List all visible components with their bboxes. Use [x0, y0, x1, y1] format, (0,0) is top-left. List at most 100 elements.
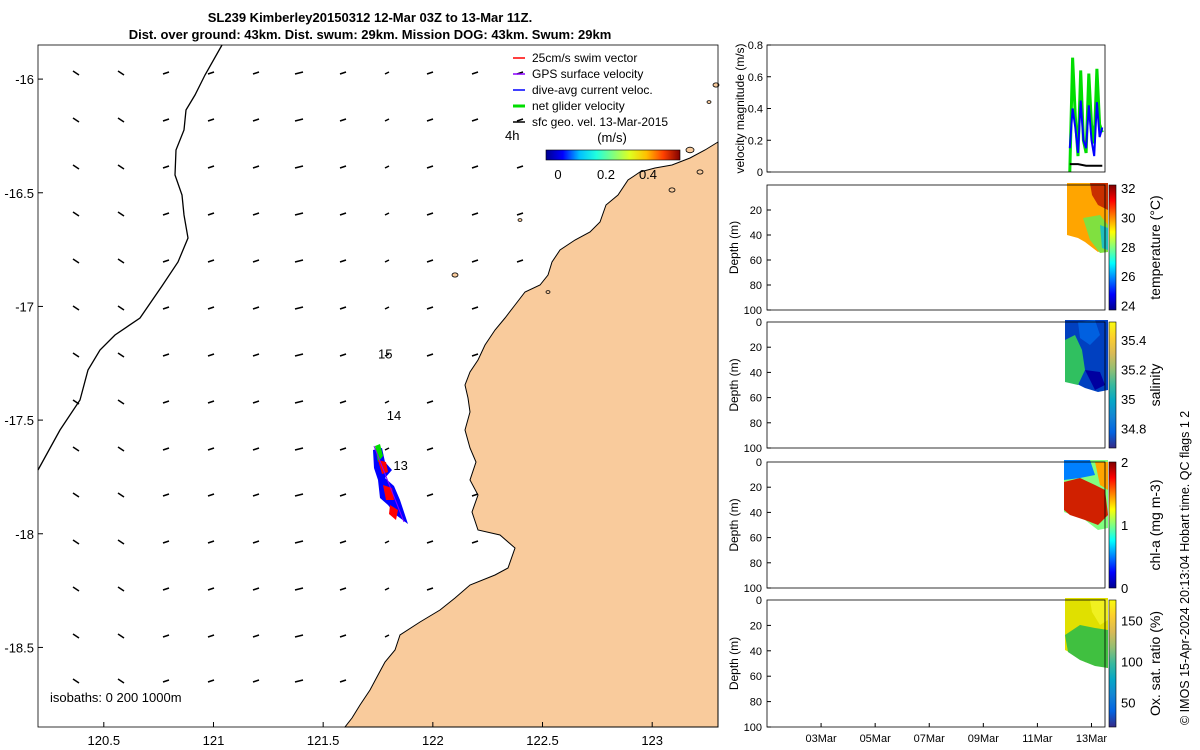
map-ytick-label-1: -16.5 [4, 186, 34, 201]
legend-label-4: sfc geo. vel. 13-Mar-2015 [532, 115, 668, 129]
sfc-vel-arrow-7 [384, 71, 390, 75]
depth-panel-3-cb-tick-1: 100 [1121, 654, 1143, 669]
velocity-ytick-label-1: 0.2 [748, 135, 763, 147]
sfc-vel-arrow-126 [252, 634, 260, 638]
depth-panel-2-axes-box [766, 461, 1106, 589]
sfc-vel-arrow-54 [516, 259, 524, 263]
legend-4h-label: 4h [505, 128, 519, 143]
map-ytick-label-3: -17.5 [4, 413, 34, 428]
date-xtick-label-1: 05Mar [860, 733, 892, 745]
sfc-vel-arrow-35 [162, 212, 170, 216]
sfc-vel-arrow-16 [294, 118, 304, 122]
depth-panel-0-cb-tick-2: 28 [1121, 240, 1135, 255]
sfc-vel-arrow-34 [117, 211, 125, 217]
map-xtick-label-5: 123 [641, 733, 663, 748]
sfc-vel-arrow-8 [426, 71, 434, 75]
track-time-label-2: 13 [393, 458, 407, 473]
map-xtick-label-3: 122 [422, 733, 444, 748]
island-2 [685, 146, 695, 154]
sfc-vel-arrow-111 [426, 540, 434, 544]
sfc-vel-arrow-11 [72, 117, 80, 123]
depth-panel-0-ytick-label-0: 20 [750, 205, 762, 217]
depth-panel-0-ylabel: Depth (m) [727, 221, 741, 274]
sfc-vel-arrow-84 [72, 446, 80, 452]
sfc-vel-arrow-104 [117, 539, 125, 545]
depth-panel-1: 0 20 40 60 80 100 Depth (m) 34.8 35 35.2 35.4 salin… [727, 317, 1163, 455]
sfc-vel-arrow-33 [72, 211, 80, 217]
sfc-vel-arrow-32 [516, 165, 524, 169]
depth-panel-0-colorbar [1108, 184, 1117, 311]
sfc-vel-arrow-114 [117, 586, 125, 592]
depth-panel-0-cb-label: temperature (°C) [1147, 195, 1163, 299]
map-panel: 15 14 13 120.5 121 121.5 122 122.5 123 -16 -16.5 -1… [4, 44, 720, 748]
sfc-vel-arrow-24 [162, 165, 170, 169]
glider-track [373, 444, 408, 524]
sfc-vel-arrow-64 [471, 306, 479, 310]
depth-panel-0-ytick-label-4: 100 [744, 305, 762, 317]
sfc-vel-arrow-78 [207, 400, 215, 404]
map-xtick-label-4: 122.5 [526, 733, 559, 748]
sfc-vel-arrow-132 [162, 679, 170, 683]
depth-panel-3-axes-box [766, 599, 1106, 728]
isobath-note: isobaths: 0 200 1000m [50, 690, 182, 705]
map-xtick-label-2: 121.5 [307, 733, 340, 748]
map-colorbar-tick-0: 0 [554, 167, 561, 182]
sfc-vel-arrow-1 [117, 70, 125, 76]
sfc-vel-arrow-108 [294, 540, 304, 544]
sfc-vel-arrow-19 [426, 118, 434, 122]
sfc-vel-arrow-75 [72, 399, 80, 405]
depth-panel-2: 0 20 40 60 80 100 Depth (m) 0 1 2 chl-a (mg m-3) [727, 455, 1163, 596]
velocity-ytick-label-4: 0.8 [748, 40, 763, 52]
sfc-vel-arrow-88 [252, 447, 260, 451]
island-3 [696, 169, 704, 175]
sfc-vel-arrow-21 [516, 118, 524, 122]
sfc-vel-arrow-116 [207, 587, 215, 591]
depth-panel-3-ytick-top: 0 [756, 595, 762, 607]
sfc-vel-arrow-128 [339, 634, 347, 638]
sfc-vel-arrow-106 [207, 540, 215, 544]
sfc-vel-arrow-28 [339, 165, 347, 169]
depth-panel-0-ytick-label-3: 80 [750, 280, 762, 292]
depth-panel-1-ytick-label-0: 20 [750, 342, 762, 354]
sfc-vel-arrow-63 [426, 306, 434, 310]
velocity-series-0 [1068, 57, 1104, 173]
map-legend: 25cm/s swim vector GPS surface velocity di… [505, 51, 681, 182]
sfc-vel-arrow-14 [207, 118, 215, 122]
sfc-vel-arrow-123 [117, 633, 125, 639]
sfc-vel-arrow-5 [294, 71, 304, 75]
map-ytick-label-5: -18.5 [4, 640, 34, 655]
sfc-vel-arrow-71 [339, 353, 347, 357]
depth-panel-0-data-1 [1090, 183, 1108, 210]
depth-panel-0: 20 40 60 80 100 Depth (m) 24 26 28 30 32 temperatur… [727, 181, 1163, 317]
velocity-axes-box [766, 44, 1106, 173]
sfc-vel-arrow-58 [207, 306, 215, 310]
depth-panel-0-cb-tick-4: 32 [1121, 181, 1135, 196]
sfc-vel-arrow-99 [339, 493, 347, 497]
velocity-series-1 [1068, 100, 1104, 157]
date-xtick-label-5: 13Mar [1076, 733, 1108, 745]
sfc-vel-arrow-56 [117, 305, 125, 311]
sfc-vel-arrow-37 [252, 212, 260, 216]
island-6 [545, 290, 551, 294]
island-1 [706, 100, 712, 104]
sfc-vel-arrow-91 [384, 447, 390, 451]
sfc-vel-arrow-113 [72, 586, 80, 592]
depth-panel-0-cb-tick-1: 26 [1121, 269, 1135, 284]
depth-panel-1-colorbar [1108, 321, 1117, 449]
sfc-vel-arrow-79 [252, 400, 260, 404]
sfc-vel-arrow-57 [162, 306, 170, 310]
map-axes-box [37, 44, 719, 728]
sfc-vel-arrow-15 [252, 118, 260, 122]
depth-panel-2-data-2 [1064, 460, 1095, 480]
track-net-green [375, 444, 383, 462]
depth-panel-3-ytick-label-3: 80 [750, 697, 762, 709]
sfc-vel-arrow-66 [117, 352, 125, 358]
depth-panel-3-data-1 [1065, 625, 1108, 668]
sfc-vel-arrow-76 [117, 399, 125, 405]
sfc-vel-arrow-13 [162, 118, 170, 122]
map-colorbar-title: (m/s) [597, 130, 627, 145]
sfc-vel-arrow-112 [471, 540, 479, 544]
depth-panel-2-cb-label: chl-a (mg m-3) [1147, 479, 1163, 570]
depth-panel-1-ytick-label-2: 60 [750, 393, 762, 405]
